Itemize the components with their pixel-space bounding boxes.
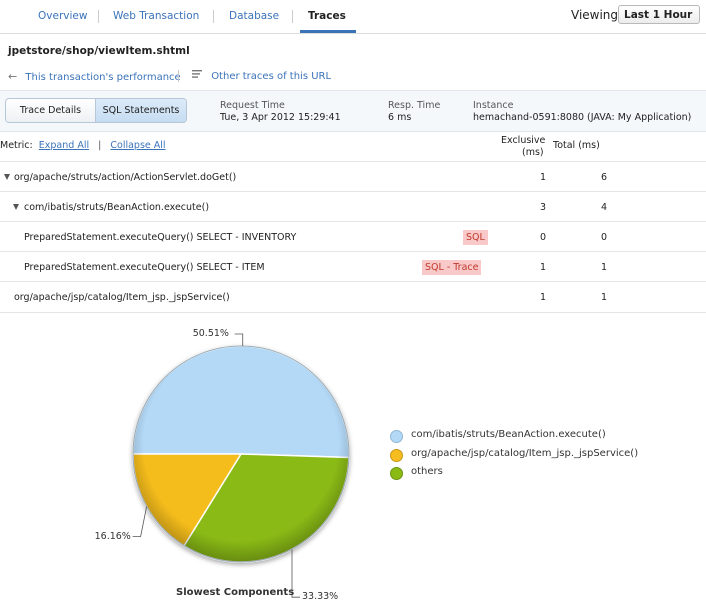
transaction-performance-label: This transaction's performance <box>25 72 181 83</box>
row-total: 4 <box>600 202 608 213</box>
legend-swatch-icon <box>390 449 403 462</box>
sql-trace-badge[interactable]: SQL - Trace <box>422 260 482 275</box>
table-row[interactable]: PreparedStatement.executeQuery() SELECT … <box>0 221 706 252</box>
metric-label: Metric: <box>0 140 33 151</box>
row-component-name: PreparedStatement.executeQuery() SELECT … <box>24 232 297 243</box>
expand-all-link[interactable]: Expand All <box>38 140 90 151</box>
link-divider <box>178 70 179 82</box>
collapse-all-link[interactable]: Collapse All <box>110 140 166 151</box>
sql-statements-button[interactable]: SQL Statements <box>96 99 186 122</box>
row-component-name: org/apache/struts/action/ActionServlet.d… <box>14 172 237 183</box>
pie-chart <box>132 333 350 598</box>
row-exclusive: 0 <box>539 232 547 243</box>
arrow-left-icon: ← <box>8 70 18 83</box>
time-range-select[interactable]: Last 1 Hour <box>618 5 700 24</box>
col-header-total: Total (ms) <box>553 140 600 151</box>
metric-controls: Metric: Expand All | Collapse All <box>0 140 166 151</box>
metric-divider: | <box>98 140 102 151</box>
row-total: 1 <box>600 262 608 273</box>
transaction-performance-link[interactable]: ← This transaction's performance <box>8 70 181 83</box>
tab-database[interactable]: Database <box>229 10 280 22</box>
nav-divider <box>213 10 214 23</box>
top-nav: Overview Web Transaction Database Traces… <box>0 0 706 34</box>
legend-label: org/apache/jsp/catalog/Item_jsp._jspServ… <box>411 448 639 459</box>
tab-overview[interactable]: Overview <box>38 10 88 22</box>
row-exclusive: 1 <box>539 292 547 303</box>
row-exclusive: 3 <box>539 202 547 213</box>
other-traces-link[interactable]: Other traces of this URL <box>192 70 331 82</box>
page-title: jpetstore/shop/viewItem.shtml <box>8 45 190 57</box>
resp-time-label: Resp. Time <box>388 100 441 111</box>
resp-time-value: 6 ms <box>388 112 412 123</box>
collapse-caret-icon[interactable] <box>4 174 10 180</box>
nav-divider <box>292 10 293 23</box>
row-exclusive: 1 <box>539 172 547 183</box>
row-total: 6 <box>600 172 608 183</box>
table-row[interactable]: org/apache/struts/action/ActionServlet.d… <box>0 161 706 192</box>
request-time-label: Request Time <box>220 100 285 111</box>
legend-label: others <box>411 466 443 477</box>
instance-label: Instance <box>473 100 514 111</box>
legend-swatch-icon <box>390 467 403 480</box>
row-exclusive: 1 <box>539 262 547 273</box>
pie-leader-line <box>132 506 148 537</box>
time-range-value: Last 1 Hour <box>624 9 693 21</box>
sql-badge[interactable]: SQL <box>463 230 488 245</box>
col-header-exclusive-unit: (ms) <box>522 147 544 158</box>
table-row[interactable]: com/ibatis/struts/BeanAction.execute() 3… <box>0 191 706 222</box>
viewing-label: Viewing <box>571 8 619 22</box>
list-icon <box>192 70 202 81</box>
table-row[interactable]: PreparedStatement.executeQuery() SELECT … <box>0 251 706 282</box>
row-total: 1 <box>600 292 608 303</box>
legend-label: com/ibatis/struts/BeanAction.execute() <box>411 429 606 440</box>
pie-leader-line <box>234 333 244 347</box>
table-row[interactable]: org/apache/jsp/catalog/Item_jsp._jspServ… <box>0 281 706 313</box>
active-tab-indicator <box>300 30 356 33</box>
pie-label-beanaction: 50.51% <box>192 328 229 339</box>
other-traces-label: Other traces of this URL <box>211 70 332 82</box>
view-toggle: Trace Details SQL Statements <box>5 98 187 123</box>
legend-swatch-icon <box>390 430 403 443</box>
nav-divider <box>98 10 99 23</box>
instance-value: hemachand-0591:8080 (JAVA: My Applicatio… <box>473 112 692 123</box>
row-total: 0 <box>600 232 608 243</box>
row-component-name: PreparedStatement.executeQuery() SELECT … <box>24 262 265 273</box>
pie-label-jspservice: 16.16% <box>94 530 131 542</box>
tab-traces[interactable]: Traces <box>308 10 346 22</box>
tab-web-transaction[interactable]: Web Transaction <box>113 10 200 22</box>
row-component-name: org/apache/jsp/catalog/Item_jsp._jspServ… <box>14 292 230 303</box>
pie-label-others: 33.33% <box>301 591 339 603</box>
row-component-name: com/ibatis/struts/BeanAction.execute() <box>24 202 210 213</box>
chart-title: Slowest Components <box>176 587 295 598</box>
trace-details-button[interactable]: Trace Details <box>6 99 96 122</box>
request-time-value: Tue, 3 Apr 2012 15:29:41 <box>220 112 341 123</box>
collapse-caret-icon[interactable] <box>13 204 19 210</box>
pie-leader-line <box>291 549 300 598</box>
col-header-exclusive: Exclusive <box>501 135 546 146</box>
